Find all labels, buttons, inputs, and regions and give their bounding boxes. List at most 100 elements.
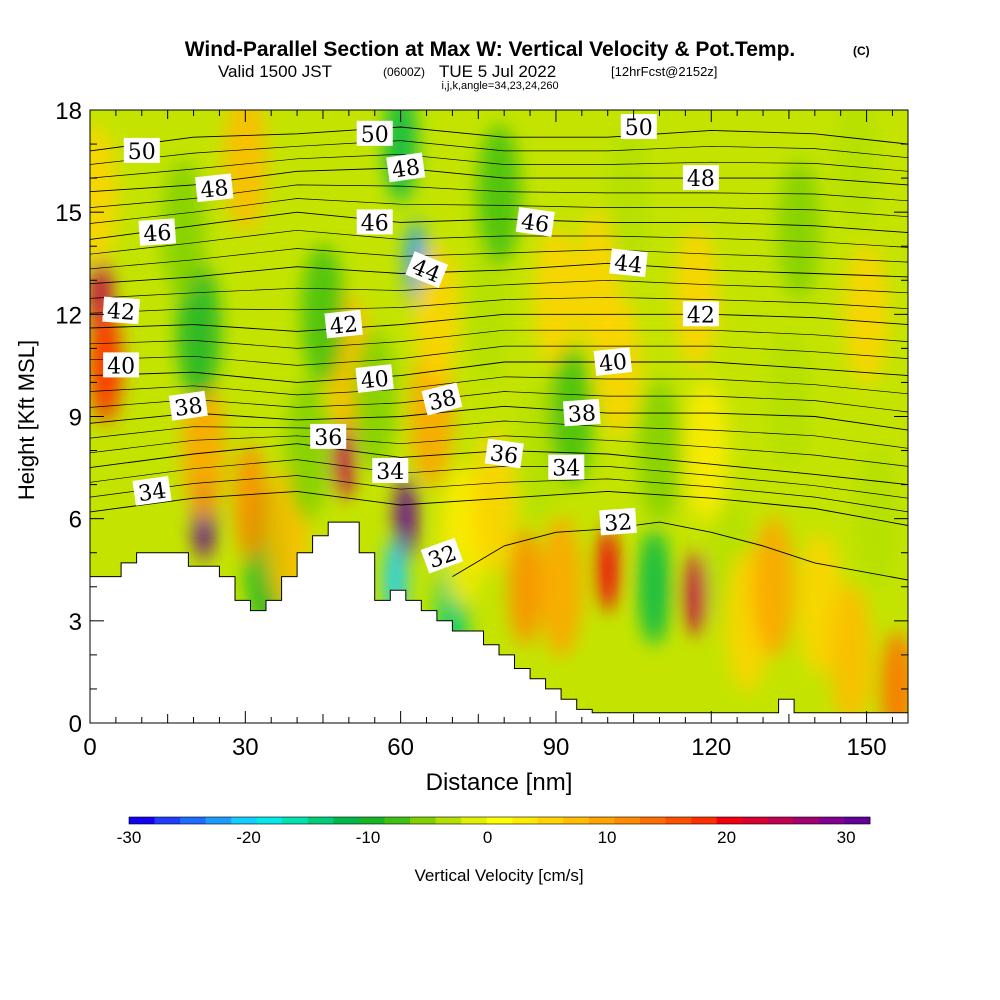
velocity-cell — [285, 380, 330, 521]
velocity-cell — [90, 125, 117, 266]
contour-label-box — [138, 218, 177, 246]
velocity-cell — [539, 516, 583, 657]
colorbar-swatch — [333, 817, 360, 824]
velocity-cell — [637, 380, 682, 521]
y-tick-label: 12 — [55, 302, 82, 329]
colorbar-swatch — [461, 817, 488, 824]
contour-label: 32 — [599, 507, 637, 537]
contour-label: 34 — [132, 476, 172, 508]
chart-header: Wind-Parallel Section at Max W: Vertical… — [185, 38, 870, 92]
contour-label-box — [609, 248, 648, 278]
contour-label: 36 — [310, 423, 347, 451]
contour-label-text: 48 — [390, 155, 421, 184]
contour-label-text: 34 — [137, 479, 168, 508]
copyright-mark: (C) — [853, 44, 870, 58]
contour-label-text: 50 — [361, 123, 389, 148]
contour-label-box — [356, 120, 393, 146]
contour-label: 34 — [372, 458, 409, 485]
contour-label: 42 — [682, 301, 719, 328]
velocity-cell — [534, 227, 578, 368]
contour-label-box — [103, 352, 140, 378]
isentrope-line-minor — [90, 329, 908, 349]
contour-label-text: 42 — [687, 303, 715, 328]
contour-label-box — [310, 423, 347, 449]
isentrope-line-minor — [90, 198, 908, 224]
forecast-info: [12hrFcst@2152z] — [611, 64, 717, 79]
isentrope-line-minor — [90, 153, 908, 179]
isentrope-line-minor — [90, 420, 908, 449]
contour-label-box — [405, 251, 449, 288]
isentrope-line — [90, 405, 908, 431]
colorbar-tick-label: -10 — [356, 828, 381, 847]
contour-label-text: 34 — [376, 460, 404, 485]
contour-label-box — [168, 390, 208, 421]
contour-label-box — [195, 173, 234, 203]
contour-label-text: 42 — [329, 312, 359, 340]
contour-label-box — [421, 382, 463, 416]
isentrope-line-minor — [90, 391, 908, 413]
isentrope-line — [90, 313, 908, 332]
colorbar-swatch — [716, 817, 743, 824]
colorbar: -30 -20 -10 0 10 20 30 — [117, 816, 871, 847]
isentrope-lines — [90, 126, 908, 581]
contour-label: 38 — [562, 398, 601, 428]
contour-label-box — [355, 364, 394, 393]
velocity-core — [400, 493, 411, 544]
contour-label: 48 — [386, 152, 426, 184]
y-tick-label: 9 — [69, 405, 82, 432]
velocity-core — [690, 568, 701, 619]
colorbar-swatch — [307, 817, 334, 824]
velocity-cell — [829, 584, 873, 723]
contour-label-box — [123, 137, 160, 163]
contour-label-text: 48 — [687, 167, 715, 192]
terrain-mask — [90, 521, 908, 723]
contour-label-text: 44 — [613, 251, 643, 279]
contour-label: 48 — [195, 173, 234, 204]
colorbar-tick-label: 10 — [598, 828, 617, 847]
x-tick-label: 90 — [543, 734, 570, 761]
colorbar-swatch — [793, 817, 820, 824]
contour-label-text: 38 — [173, 393, 204, 422]
isentrope-line-minor — [90, 435, 908, 467]
colorbar-frame — [128, 816, 871, 825]
x-tick-label: 0 — [83, 734, 96, 761]
contour-label: 48 — [682, 165, 719, 192]
isentrope-line-minor — [90, 140, 908, 165]
colorbar-swatch — [512, 817, 539, 824]
colorbar-swatch — [180, 817, 207, 824]
velocity-cell — [606, 125, 651, 266]
contour-label: 44 — [609, 248, 648, 279]
colorbar-swatch — [129, 817, 155, 824]
valid-date: TUE 5 Jul 2022 — [439, 62, 556, 81]
velocity-cell — [223, 110, 268, 232]
colorbar-swatch — [358, 817, 385, 824]
contour-label-text: 40 — [598, 350, 628, 378]
colorbar-label: Vertical Velocity [cm/s] — [414, 866, 583, 885]
contour-label-text: 32 — [603, 510, 633, 537]
colorbar-swatch — [844, 817, 871, 824]
colorbar-swatch — [614, 817, 641, 824]
x-tick-label: 30 — [232, 734, 259, 761]
isentrope-line-minor — [90, 376, 908, 396]
grid-info: i,j,k,angle=34,23,24,260 — [441, 80, 558, 92]
contour-label-box — [515, 207, 555, 237]
contour-label: 40 — [355, 364, 394, 394]
y-tick-label: 6 — [69, 507, 82, 534]
isentrope-line-minor — [90, 229, 908, 255]
valid-utc: (0600Z) — [383, 65, 425, 79]
contour-label: 38 — [421, 382, 463, 416]
velocity-cell — [673, 227, 718, 368]
colorbar-swatch — [282, 817, 309, 824]
velocity-cell — [855, 448, 899, 589]
x-axis-label: Distance [nm] — [426, 769, 573, 796]
contour-label-text: 36 — [314, 426, 342, 451]
contour-label: 38 — [168, 390, 208, 422]
colorbar-swatch — [435, 817, 462, 824]
colorbar-swatch — [563, 817, 590, 824]
velocity-cell — [575, 210, 620, 351]
colorbar-tick-label: -30 — [117, 828, 142, 847]
isentrope-line — [90, 262, 908, 285]
contour-label-box — [593, 347, 633, 376]
velocity-cell — [301, 244, 345, 385]
